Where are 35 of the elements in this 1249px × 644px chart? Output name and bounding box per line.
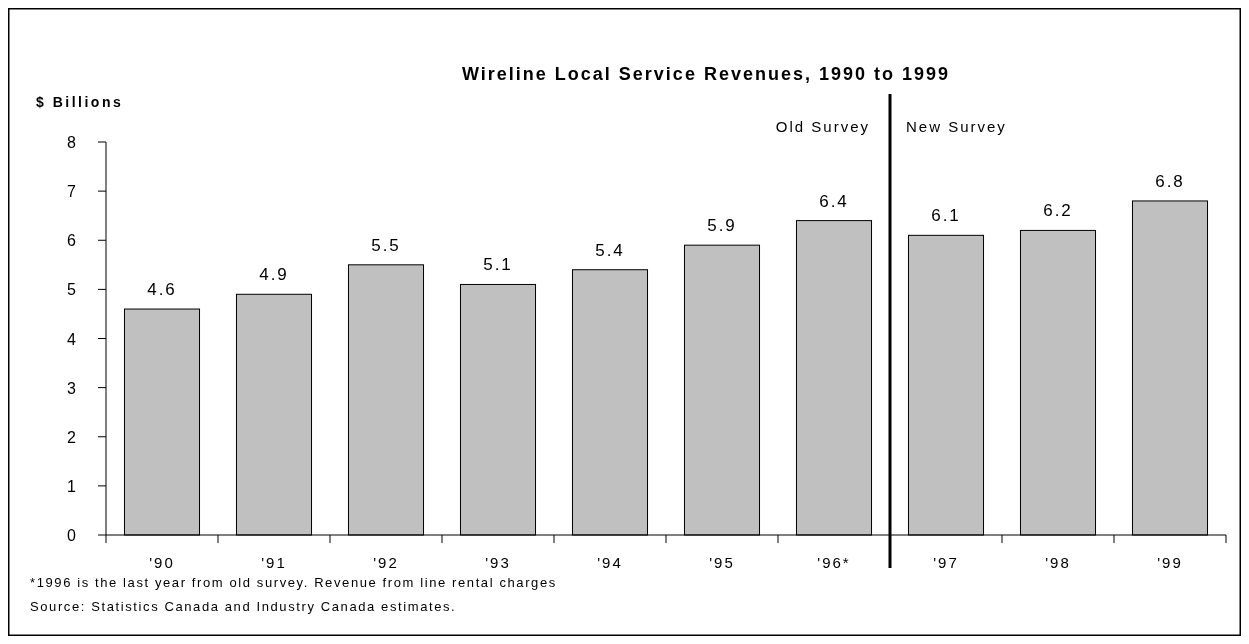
y-axis-title: $ Billions [36,94,124,110]
y-tick-label: 1 [67,477,77,495]
y-tick-label: 3 [67,379,77,397]
x-tick-label: '90 [149,554,175,571]
text: New Survey [906,118,1007,135]
chart-title: Wireline Local Service Revenues, 1990 to 1999 [461,64,951,84]
source-note: Source: Statistics Canada and Industry Canada estimates. [30,599,457,614]
data-label: 4.6 [147,280,177,300]
x-tick-label: '92 [373,554,399,571]
y-tick-label: 7 [67,183,77,201]
data-label: 6.1 [931,206,961,226]
data-label: 5.5 [371,235,401,255]
data-label: 4.9 [259,265,289,285]
x-tick-label: '96* [817,554,851,571]
data-label: 5.9 [707,216,737,236]
y-tick-label: 5 [67,281,77,299]
x-tick-label: '94 [597,554,623,571]
x-tick-label: '93 [485,554,511,571]
y-tick-label: 8 [67,134,77,151]
data-label: 5.1 [483,255,513,275]
data-label: 6.4 [819,191,849,211]
text: Old Survey [775,118,870,135]
x-tick-label: '98 [1045,554,1071,571]
x-tick-label: '91 [261,554,287,571]
x-tick-label: '99 [1157,554,1183,571]
x-tick-label: '95 [709,554,735,571]
x-tick-label: '97 [933,554,959,571]
data-label: 6.8 [1155,171,1185,191]
y-tick-label: 4 [67,330,77,348]
y-tick-label: 0 [67,527,77,544]
y-tick-label: 2 [67,428,77,446]
data-label: 6.2 [1043,201,1073,221]
y-tick-label: 6 [67,232,77,250]
data-label: 5.4 [595,240,625,260]
text: *1996 is the last year from old survey. Revenue from line rental charges [30,575,557,590]
